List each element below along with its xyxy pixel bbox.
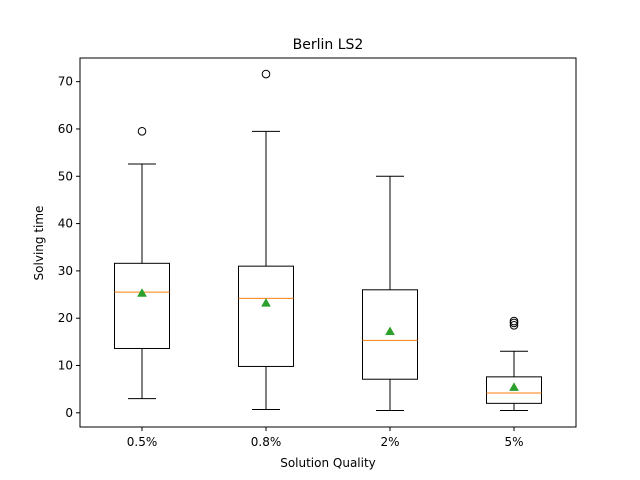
x-axis-label: Solution Quality (280, 456, 376, 470)
iqr-box (486, 376, 542, 404)
axes-frame (79, 57, 577, 428)
x-axis: 0.5% 0.8% 2% 5% (127, 427, 524, 449)
plot-area (79, 57, 577, 428)
x-tick-label: 2% (380, 435, 399, 449)
box-group (238, 69, 294, 410)
box-group (362, 175, 418, 411)
outlier-point (261, 69, 271, 79)
y-tick-label: 20 (58, 311, 73, 325)
y-tick-label: 50 (58, 169, 73, 183)
y-axis-label: Solving time (32, 206, 46, 281)
iqr-box (238, 265, 294, 367)
y-tick-label: 10 (58, 359, 73, 373)
outlier-point (509, 316, 519, 326)
y-axis: 0 10 20 30 40 50 60 70 (58, 75, 80, 420)
mean-marker (261, 298, 271, 307)
y-tick-label: 40 (58, 217, 73, 231)
outlier-point (509, 320, 519, 330)
outlier-point (137, 127, 147, 136)
y-tick-label: 70 (58, 75, 73, 89)
iqr-box (114, 262, 170, 349)
mean-marker (385, 326, 395, 336)
box-group (486, 316, 542, 411)
y-tick-label: 60 (58, 122, 73, 136)
x-tick-label: 0.8% (251, 435, 282, 449)
box-group (114, 127, 170, 400)
x-tick-label: 0.5% (127, 435, 158, 449)
mean-marker (509, 382, 519, 391)
mean-marker (137, 288, 147, 297)
chart-title: Berlin LS2 (293, 37, 364, 53)
x-tick-label: 5% (504, 435, 523, 449)
iqr-box (362, 289, 418, 380)
y-tick-label: 0 (65, 406, 73, 420)
y-tick-label: 30 (58, 264, 73, 278)
